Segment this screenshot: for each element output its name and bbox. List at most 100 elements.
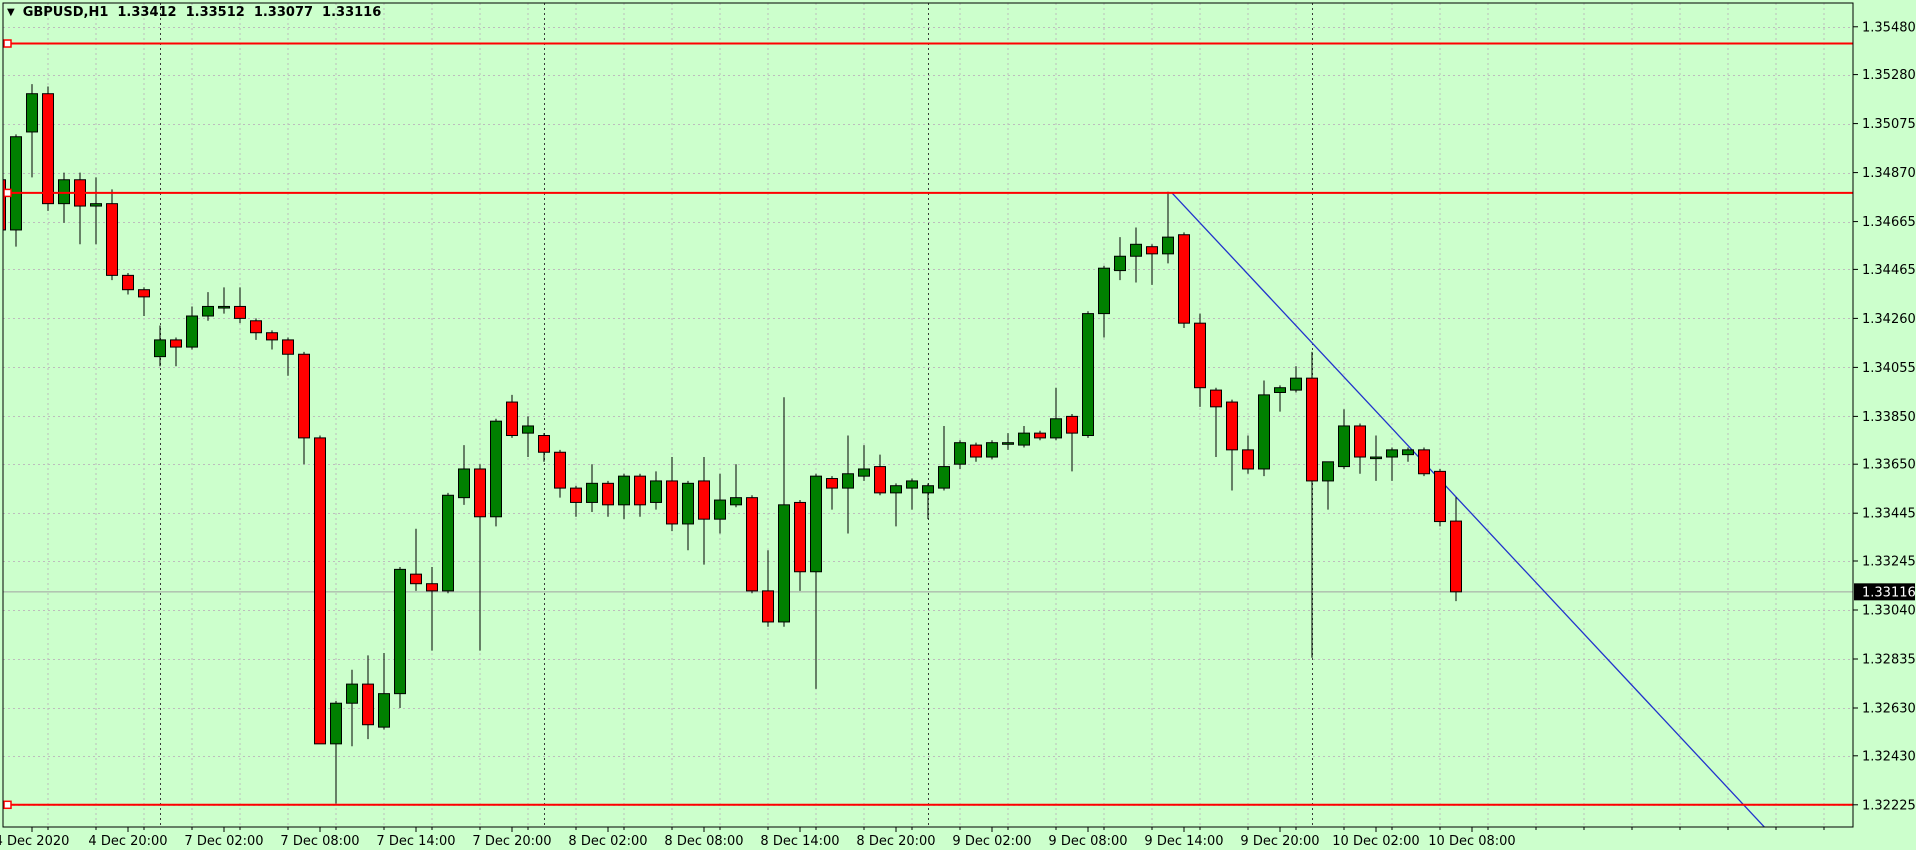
- candle[interactable]: [682, 480, 694, 551]
- candle[interactable]: [266, 330, 278, 350]
- candle[interactable]: [1370, 435, 1382, 481]
- line-handle[interactable]: [3, 39, 12, 48]
- price-axis[interactable]: 1.35480 1.35280 1.35075 1.34870 1.34665 1.344…: [1853, 20, 1916, 813]
- candle[interactable]: [810, 473, 822, 689]
- candle[interactable]: [1306, 351, 1318, 658]
- candle[interactable]: [506, 394, 518, 438]
- candle[interactable]: [362, 655, 374, 740]
- candle[interactable]: [234, 287, 246, 324]
- candle[interactable]: [1226, 399, 1238, 491]
- candle[interactable]: [1322, 461, 1334, 510]
- candle[interactable]: [1098, 265, 1110, 338]
- candle[interactable]: [458, 445, 470, 505]
- candle[interactable]: [186, 306, 198, 350]
- candle[interactable]: [202, 292, 214, 321]
- candle[interactable]: [522, 416, 534, 458]
- candle[interactable]: [1210, 387, 1222, 458]
- candle[interactable]: [314, 435, 326, 745]
- candle[interactable]: [346, 669, 358, 747]
- candle[interactable]: [90, 177, 102, 245]
- candle[interactable]: [746, 495, 758, 594]
- line-handle[interactable]: [3, 188, 12, 198]
- candle[interactable]: [650, 471, 662, 510]
- candle[interactable]: [250, 318, 262, 340]
- candle[interactable]: [1338, 409, 1350, 469]
- candle[interactable]: [1450, 497, 1462, 602]
- candle[interactable]: [1418, 447, 1430, 477]
- candle[interactable]: [1242, 435, 1254, 474]
- candle[interactable]: [442, 492, 454, 594]
- candle[interactable]: [170, 337, 182, 367]
- candle[interactable]: [394, 566, 406, 708]
- candle[interactable]: [938, 425, 950, 491]
- trend-line[interactable]: [1171, 192, 1766, 828]
- candle[interactable]: [906, 478, 918, 510]
- candle[interactable]: [42, 86, 54, 211]
- candle[interactable]: [618, 473, 630, 520]
- candle[interactable]: [1402, 447, 1414, 462]
- candle[interactable]: [986, 440, 998, 460]
- candle[interactable]: [410, 528, 422, 591]
- candle[interactable]: [490, 418, 502, 527]
- candle[interactable]: [586, 464, 598, 512]
- candle[interactable]: [1434, 468, 1446, 527]
- candle[interactable]: [538, 433, 550, 462]
- horizontal-price-lines[interactable]: [3, 39, 1853, 810]
- symbol-dropdown-arrow-icon[interactable]: ▼: [7, 7, 15, 18]
- candle[interactable]: [474, 464, 486, 651]
- candle[interactable]: [922, 483, 934, 520]
- candle[interactable]: [570, 485, 582, 517]
- candle[interactable]: [1034, 430, 1046, 441]
- candle[interactable]: [10, 134, 22, 247]
- candle[interactable]: [330, 700, 342, 804]
- candle[interactable]: [954, 440, 966, 469]
- candle[interactable]: [1050, 387, 1062, 441]
- candle[interactable]: [666, 457, 678, 532]
- candle[interactable]: [1066, 414, 1078, 472]
- candle[interactable]: [698, 457, 710, 565]
- candle[interactable]: [858, 445, 870, 481]
- candle[interactable]: [26, 84, 38, 178]
- candle[interactable]: [1258, 380, 1270, 477]
- candle[interactable]: [714, 473, 726, 534]
- candle[interactable]: [1130, 227, 1142, 283]
- candle[interactable]: [58, 172, 70, 223]
- candle[interactable]: [778, 397, 790, 627]
- candle[interactable]: [730, 464, 742, 508]
- line-handle[interactable]: [3, 800, 12, 810]
- candle[interactable]: [554, 449, 566, 498]
- candle[interactable]: [218, 287, 230, 314]
- candle[interactable]: [1002, 433, 1014, 450]
- candle[interactable]: [1178, 232, 1190, 328]
- candle[interactable]: [1114, 237, 1126, 281]
- candle[interactable]: [794, 500, 806, 591]
- candle[interactable]: [154, 325, 166, 367]
- candle[interactable]: [762, 550, 774, 627]
- candle[interactable]: [1274, 385, 1286, 412]
- candle[interactable]: [1146, 244, 1158, 285]
- candle[interactable]: [826, 476, 838, 510]
- candle[interactable]: [282, 337, 294, 376]
- candle[interactable]: [1354, 423, 1366, 474]
- candle[interactable]: [1018, 425, 1030, 448]
- candle[interactable]: [1082, 311, 1094, 438]
- candle[interactable]: [298, 351, 310, 465]
- candle[interactable]: [602, 480, 614, 517]
- candle[interactable]: [1386, 447, 1398, 481]
- candle[interactable]: [970, 442, 982, 462]
- candle[interactable]: [138, 287, 150, 316]
- candle[interactable]: [634, 473, 646, 517]
- candle[interactable]: [1194, 313, 1206, 407]
- candle[interactable]: [1290, 366, 1302, 393]
- candle[interactable]: [426, 566, 438, 651]
- candle[interactable]: [890, 483, 902, 527]
- candle[interactable]: [0, 177, 6, 246]
- candle[interactable]: [1162, 191, 1174, 264]
- candle[interactable]: [378, 653, 390, 730]
- candle[interactable]: [122, 272, 134, 295]
- candle[interactable]: [106, 189, 118, 281]
- candle[interactable]: [842, 435, 854, 534]
- candle[interactable]: [874, 454, 886, 496]
- time-axis[interactable]: 4 Dec 2020 4 Dec 20:00 7 Dec 02:00 7 Dec 08…: [0, 827, 1825, 849]
